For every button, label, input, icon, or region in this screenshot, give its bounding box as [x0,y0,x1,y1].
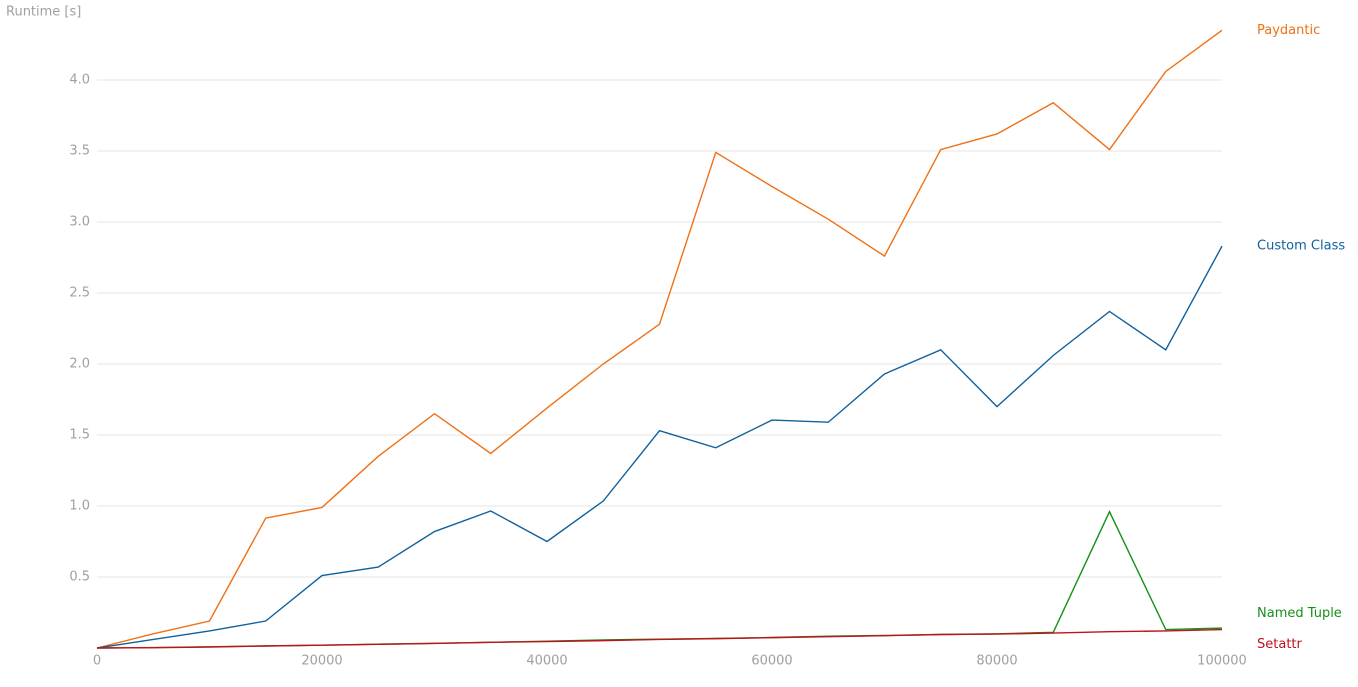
y-tick-label: 1.5 [69,428,90,443]
y-axis-title: Runtime [s] [6,5,81,20]
y-tick-label: 3.0 [69,215,90,230]
x-tick-label: 40000 [526,654,567,669]
legend-label: Custom Class [1257,239,1345,254]
legend-label: Named Tuple [1257,606,1342,621]
y-tick-label: 0.5 [69,570,90,585]
series-line [96,628,1223,649]
x-tick-label: 100000 [1197,654,1247,669]
legend-label: Setattr [1257,637,1303,652]
series-line [96,29,1223,649]
y-tick-label: 2.5 [69,286,90,301]
x-tick-label: 0 [93,654,101,669]
y-tick-label: 4.0 [69,73,90,88]
y-tick-label: 1.0 [69,499,90,514]
x-tick-label: 60000 [751,654,792,669]
legend-label: Paydantic [1257,23,1320,38]
series-line [96,245,1223,649]
y-tick-label: 3.5 [69,144,90,159]
y-tick-label: 2.0 [69,357,90,372]
x-tick-label: 20000 [301,654,342,669]
series-line [96,510,1223,649]
x-tick-label: 80000 [976,654,1017,669]
